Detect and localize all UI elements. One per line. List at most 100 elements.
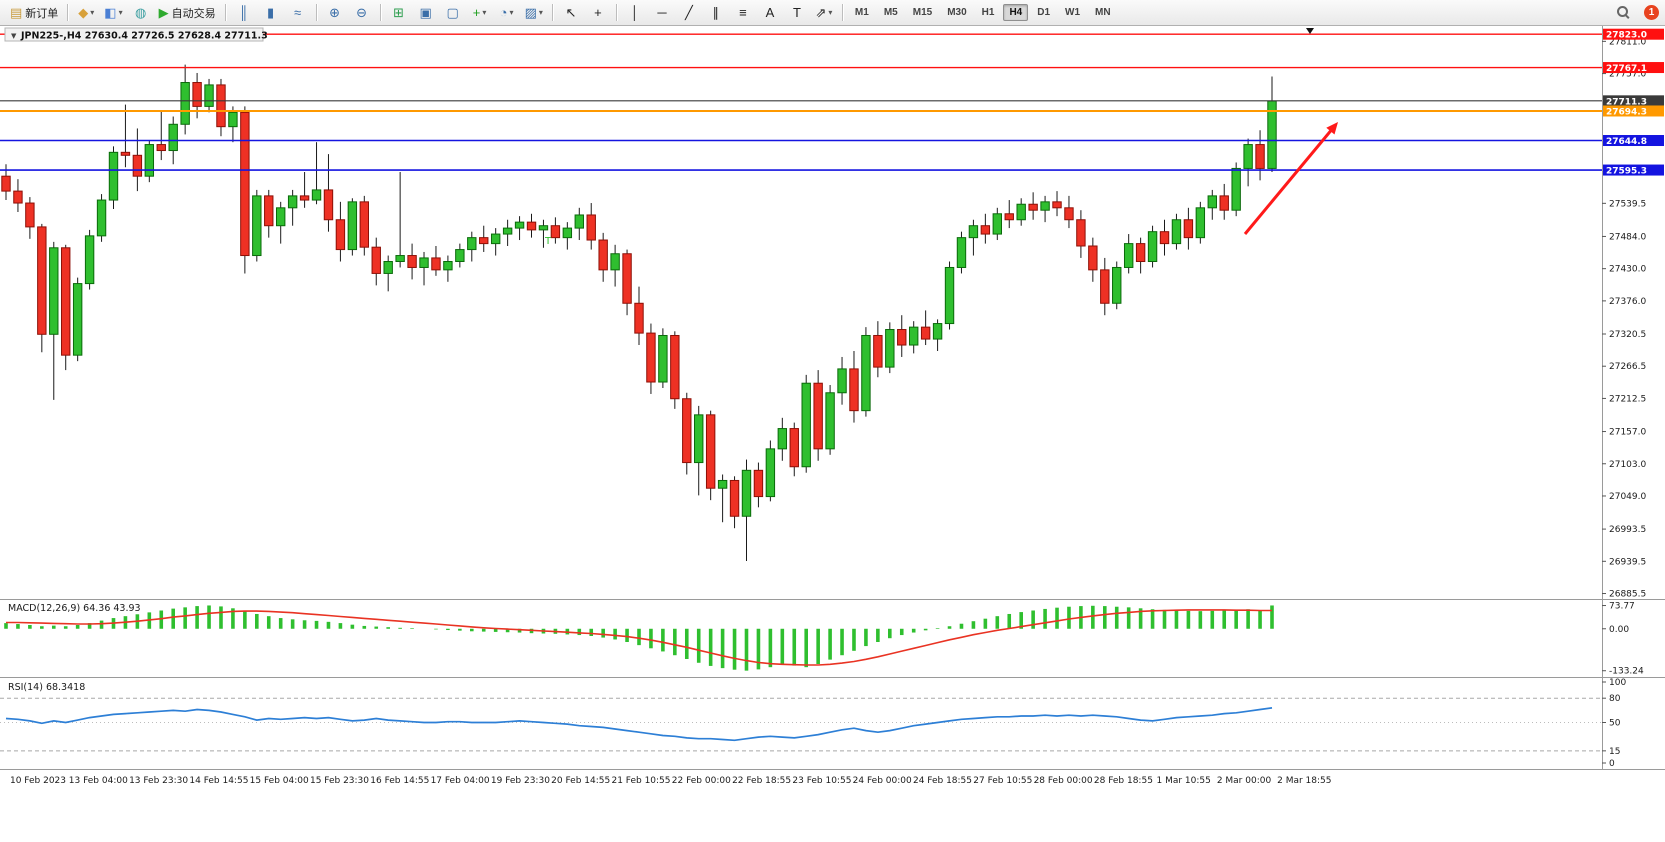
- new-order-button-label: 新订单: [25, 7, 59, 20]
- time-axis-label: 19 Feb 23:30: [491, 776, 550, 786]
- search-icon: [1616, 6, 1630, 19]
- candles-layer: [1, 64, 1277, 562]
- symbol-tab[interactable]: [4, 27, 264, 42]
- indicators-icon[interactable]: + ▾: [467, 2, 493, 24]
- svg-text:27049.0: 27049.0: [1609, 492, 1646, 502]
- tile-windows-icon[interactable]: ⊞: [386, 2, 412, 24]
- time-axis-label: 15 Feb 23:30: [310, 776, 369, 786]
- timeframe-m15-button[interactable]: M15: [912, 7, 933, 18]
- auto-trading-button-label: 自动交易: [171, 7, 216, 20]
- svg-text:27103.0: 27103.0: [1609, 460, 1646, 470]
- svg-text:27430.0: 27430.0: [1609, 265, 1646, 275]
- svg-text:100: 100: [1609, 678, 1626, 688]
- timeframe-m30-button[interactable]: M30: [947, 7, 967, 18]
- new-order-button[interactable]: ▤ 新订单: [6, 2, 62, 24]
- zoom-in-icon[interactable]: ⊕: [322, 2, 348, 24]
- crosshair-icon-glyph: +: [594, 5, 602, 20]
- svg-text:27595.3: 27595.3: [1606, 167, 1647, 177]
- market-watch-icon-glyph: ◍: [134, 5, 147, 20]
- line-chart-type-icon[interactable]: ≈: [285, 2, 311, 24]
- svg-text:27811.0: 27811.0: [1609, 37, 1646, 47]
- time-axis-label: 13 Feb 23:30: [129, 776, 188, 786]
- trendline-icon[interactable]: ╱: [676, 2, 702, 24]
- toolbar-separator: [615, 4, 617, 21]
- svg-text:27484.0: 27484.0: [1609, 232, 1646, 242]
- horizontal-line-icon[interactable]: ─: [649, 2, 675, 24]
- periods-icon[interactable]: ◔ ▾: [494, 2, 520, 24]
- timeframe-m5-button[interactable]: M5: [883, 7, 898, 18]
- trend-arrow[interactable]: [1243, 125, 1336, 235]
- arrange-windows-icon[interactable]: ▢: [440, 2, 466, 24]
- timeframe-m1-button[interactable]: M1: [854, 7, 869, 18]
- rsi-line: [5, 707, 1273, 742]
- rsi-label: RSI(14) 68.3418: [8, 682, 85, 693]
- time-axis-label: 28 Feb 00:00: [1034, 776, 1093, 786]
- symbol-ohlc-title: JPN225-,H4 27630.4 27726.5 27628.4 27711…: [20, 31, 268, 42]
- arrows-icon[interactable]: ⇗ ▾: [811, 2, 837, 24]
- time-axis-label: 15 Feb 04:00: [250, 776, 309, 786]
- fibonacci-icon-glyph: ≡: [739, 5, 747, 20]
- resistance-line-27823-price-box: [1603, 28, 1664, 40]
- templates-icon[interactable]: ▨ ▾: [521, 2, 547, 24]
- svg-text:50: 50: [1609, 719, 1621, 729]
- search-button[interactable]: [1610, 2, 1636, 24]
- bar-chart-type-icon[interactable]: ║: [231, 2, 257, 24]
- text-icon[interactable]: A: [757, 2, 783, 24]
- svg-text:73.77: 73.77: [1609, 602, 1635, 612]
- vertical-line-icon[interactable]: │: [622, 2, 648, 24]
- svg-text:27157.0: 27157.0: [1609, 428, 1646, 438]
- text-icon-glyph: A: [765, 5, 775, 20]
- dropdown-caret-icon: ▾: [90, 8, 95, 17]
- indicators-icon-glyph: +: [472, 5, 481, 20]
- cursor-icon[interactable]: ↖: [558, 2, 584, 24]
- toolbar-separator: [224, 4, 226, 21]
- time-axis-label: 24 Feb 00:00: [853, 776, 912, 786]
- chart-text-object[interactable]: T: [544, 236, 552, 247]
- candlestick-type-icon[interactable]: ▮: [258, 2, 284, 24]
- zoom-out-icon[interactable]: ⊖: [349, 2, 375, 24]
- timeframe-mn-button[interactable]: MN: [1095, 7, 1111, 18]
- time-axis[interactable]: 10 Feb 2023 13 Feb 04:00 13 Feb 23:30 14 Fe…: [10, 776, 1331, 786]
- toolbar-left-group: ▤ 新订单 ◆ ▾ ◧ ▾ ◍ ▶ 自动交易 ║ ▮ ≈ ⊕ ⊖ ⊞ ▣ ▢ + ▾ ◔ ▾ ▨ ▾ ↖ + │ ─ ╱ ∥ ≡ A T ⇗ ▾ M…: [6, 2, 1610, 24]
- svg-text:0: 0: [1609, 759, 1615, 769]
- channel-icon[interactable]: ∥: [703, 2, 729, 24]
- price-chart-canvas[interactable]: 27811.0 27757.0 27539.5 27484.0 27430.0 27376…: [0, 26, 1665, 842]
- notification-badge[interactable]: 1: [1644, 5, 1659, 20]
- time-axis-label: 2 Mar 18:55: [1277, 776, 1331, 786]
- svg-text:26885.5: 26885.5: [1609, 590, 1646, 600]
- chart-shift-marker-icon[interactable]: [1306, 28, 1314, 34]
- new-order-button-glyph: ▤: [10, 5, 23, 20]
- timeframe-h4-button[interactable]: H4: [1003, 4, 1029, 21]
- open-chart-icon[interactable]: ◆ ▾: [73, 2, 99, 24]
- time-axis-label: 13 Feb 04:00: [69, 776, 128, 786]
- profiles-icon[interactable]: ◧ ▾: [100, 2, 126, 24]
- svg-text:27539.5: 27539.5: [1609, 199, 1646, 209]
- timeframe-d1-button[interactable]: D1: [1037, 7, 1051, 18]
- time-axis-label: 21 Feb 10:55: [611, 776, 670, 786]
- time-axis-label: 27 Feb 10:55: [973, 776, 1032, 786]
- fibonacci-icon[interactable]: ≡: [730, 2, 756, 24]
- svg-text:27711.3: 27711.3: [1606, 97, 1647, 107]
- time-axis-label: 14 Feb 14:55: [189, 776, 248, 786]
- zoom-in-icon-glyph: ⊕: [329, 5, 341, 20]
- timeframe-w1-button[interactable]: W1: [1065, 7, 1081, 18]
- cascade-windows-icon[interactable]: ▣: [413, 2, 439, 24]
- timeframe-h1-button[interactable]: H1: [981, 7, 995, 18]
- toolbar-separator: [841, 4, 843, 21]
- macd-signal-line: [6, 609, 1272, 666]
- market-watch-icon[interactable]: ◍: [128, 2, 154, 24]
- crosshair-icon[interactable]: +: [585, 2, 611, 24]
- time-axis-label: 10 Feb 2023: [10, 776, 66, 786]
- line-chart-type-icon-glyph: ≈: [294, 5, 302, 20]
- text-label-icon[interactable]: T: [784, 2, 810, 24]
- support-line-27595-price-box: [1603, 164, 1664, 176]
- toolbar-separator: [67, 4, 69, 21]
- macd-panel: MACD(12,26,9) 64.36 43.93 73.77 0.00 -133.2…: [4, 602, 1644, 677]
- channel-icon-glyph: ∥: [712, 5, 720, 20]
- chart-annotations: ▼ JPN225-,H4 27630.4 27726.5 27628.4 2771…: [4, 27, 1338, 247]
- svg-text:27644.8: 27644.8: [1606, 137, 1647, 147]
- auto-trading-button-glyph: ▶: [158, 5, 169, 20]
- arrows-icon-glyph: ⇗: [815, 5, 827, 20]
- auto-trading-button[interactable]: ▶ 自动交易: [155, 2, 220, 24]
- dropdown-caret-icon: ▾: [538, 8, 543, 17]
